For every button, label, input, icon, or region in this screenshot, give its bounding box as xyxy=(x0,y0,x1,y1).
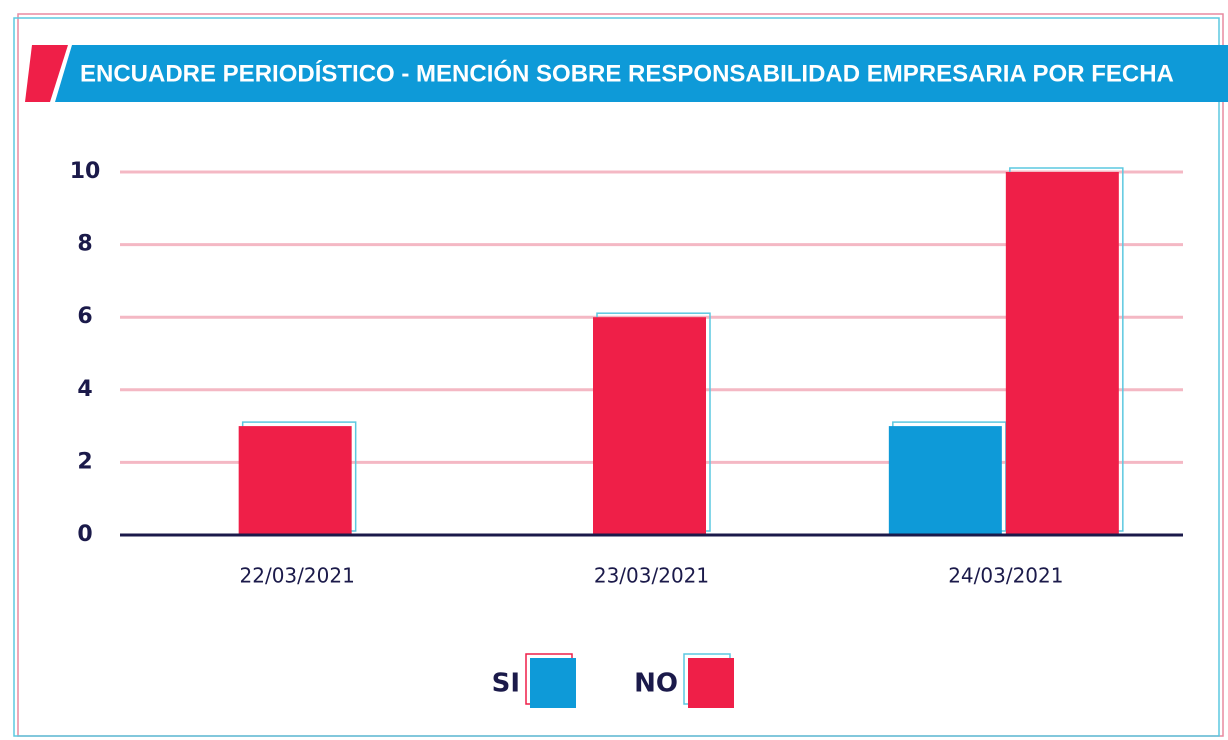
y-tick-label: 10 xyxy=(70,159,101,184)
x-tick-label: 22/03/2021 xyxy=(240,564,355,588)
legend-swatch xyxy=(688,658,734,708)
y-tick-label: 4 xyxy=(77,377,92,402)
legend-swatch xyxy=(530,658,576,708)
legend-label: NO xyxy=(634,669,678,699)
chart-title: ENCUADRE PERIODÍSTICO - MENCIÓN SOBRE RE… xyxy=(80,59,1174,87)
bar xyxy=(593,317,706,535)
y-tick-label: 8 xyxy=(77,232,92,257)
y-tick-label: 0 xyxy=(77,522,92,547)
bar xyxy=(238,426,352,535)
x-tick-label: 24/03/2021 xyxy=(948,564,1063,588)
bar xyxy=(888,426,1002,535)
legend-label: SI xyxy=(492,669,520,699)
bar xyxy=(1005,172,1119,535)
banner-accent xyxy=(25,45,68,102)
banner xyxy=(55,45,1228,102)
x-tick-label: 23/03/2021 xyxy=(594,564,709,588)
y-tick-label: 2 xyxy=(77,449,92,474)
frame xyxy=(13,17,1220,737)
y-tick-label: 6 xyxy=(77,304,92,329)
